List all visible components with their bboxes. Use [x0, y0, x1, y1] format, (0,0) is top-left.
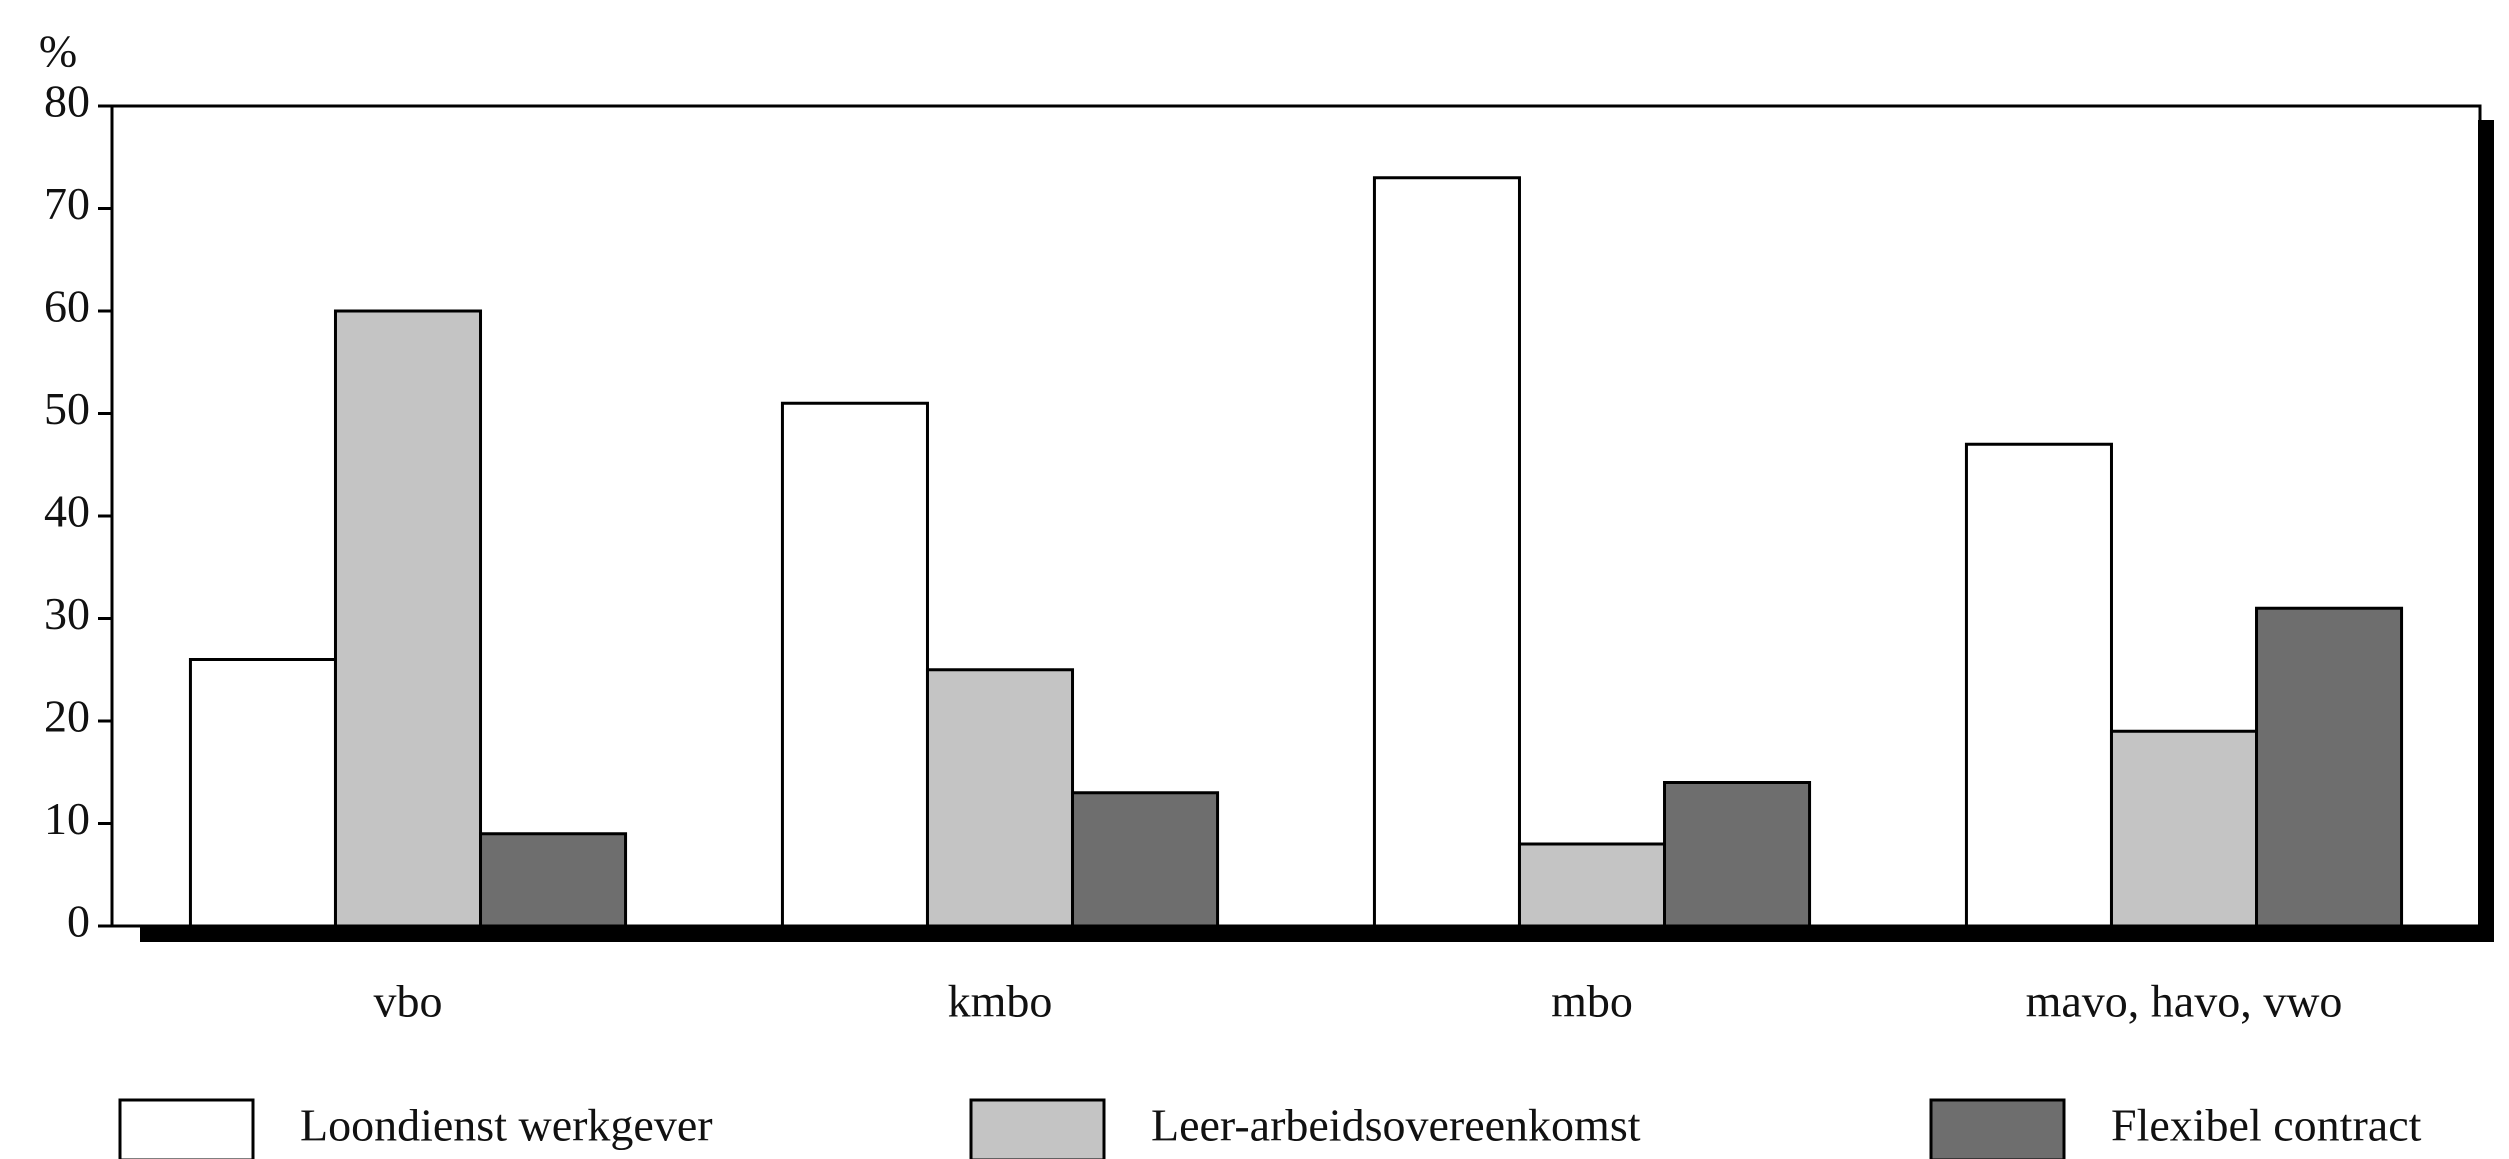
bar	[1372, 176, 1521, 928]
bar	[479, 832, 628, 928]
x-tick-label: kmbo	[948, 976, 1053, 1027]
y-tick-label: 10	[44, 793, 90, 844]
frame-shadow	[2478, 120, 2494, 940]
bar	[2255, 606, 2404, 928]
legend-swatch	[969, 1098, 1106, 1159]
bar	[1517, 842, 1667, 928]
bar	[1964, 442, 2113, 928]
y-tick-label: 0	[67, 896, 90, 947]
bar	[780, 401, 929, 928]
y-tick-label: 80	[44, 76, 90, 127]
y-tick-label: 30	[44, 588, 90, 639]
bar	[1663, 781, 1812, 928]
bar	[2109, 729, 2259, 928]
y-tick-label: 50	[44, 383, 90, 434]
y-tick-label: 40	[44, 486, 90, 537]
legend-swatch	[118, 1098, 255, 1159]
x-tick-label: mavo, havo, vwo	[2026, 976, 2343, 1027]
bar	[188, 658, 337, 928]
legend-label: Loondienst werkgever	[300, 1100, 713, 1151]
y-axis-label: %	[39, 26, 77, 77]
y-tick-label: 70	[44, 178, 90, 229]
legend-swatch	[1929, 1098, 2066, 1159]
legend-label: Flexibel contract	[2111, 1100, 2422, 1151]
x-tick-label: mbo	[1551, 976, 1633, 1027]
x-tick-label: vbo	[374, 976, 443, 1027]
y-tick-label: 20	[44, 691, 90, 742]
bar	[333, 309, 483, 928]
frame-shadow	[140, 926, 2494, 942]
y-tick-label: 60	[44, 281, 90, 332]
bar	[1071, 791, 1220, 928]
legend-label: Leer-arbeidsovereenkomst	[1151, 1100, 1641, 1151]
bar	[925, 668, 1075, 928]
